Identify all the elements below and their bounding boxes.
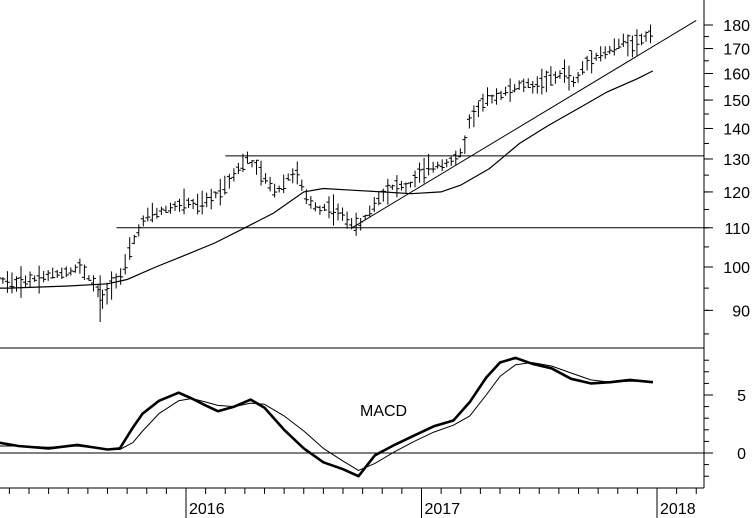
macd-line [0, 356, 654, 478]
year-tick-label: 2017 [425, 501, 461, 518]
trend-line [351, 20, 697, 229]
moving-average-line [0, 70, 654, 289]
signal-line [0, 362, 653, 471]
frame-layer [0, 0, 705, 489]
price-tick-label: 170 [723, 42, 750, 59]
price-tick-label: 130 [723, 152, 750, 169]
macd-tick-label: 0 [737, 446, 746, 463]
year-tick-label: 2016 [189, 501, 225, 518]
year-tick-label: 2018 [660, 501, 696, 518]
price-tick-label: 100 [723, 260, 750, 277]
price-tick-label: 90 [732, 303, 750, 320]
price-tick-label: 160 [723, 66, 750, 83]
macd-panel: MACD [0, 356, 704, 478]
macd-label: MACD [360, 403, 407, 420]
price-tick-label: 150 [723, 93, 750, 110]
macd-tick-label: 5 [737, 388, 746, 405]
price-tick-label: 120 [723, 185, 750, 202]
price-tick-label: 180 [723, 18, 750, 35]
price-tick-label: 110 [724, 221, 750, 238]
price-panel [0, 20, 704, 322]
price-tick-label: 140 [723, 121, 750, 138]
axes-layer: 90 100 110 120 130 140 150 160 170 180 0 5 2016 2017 2… [8, 18, 750, 518]
